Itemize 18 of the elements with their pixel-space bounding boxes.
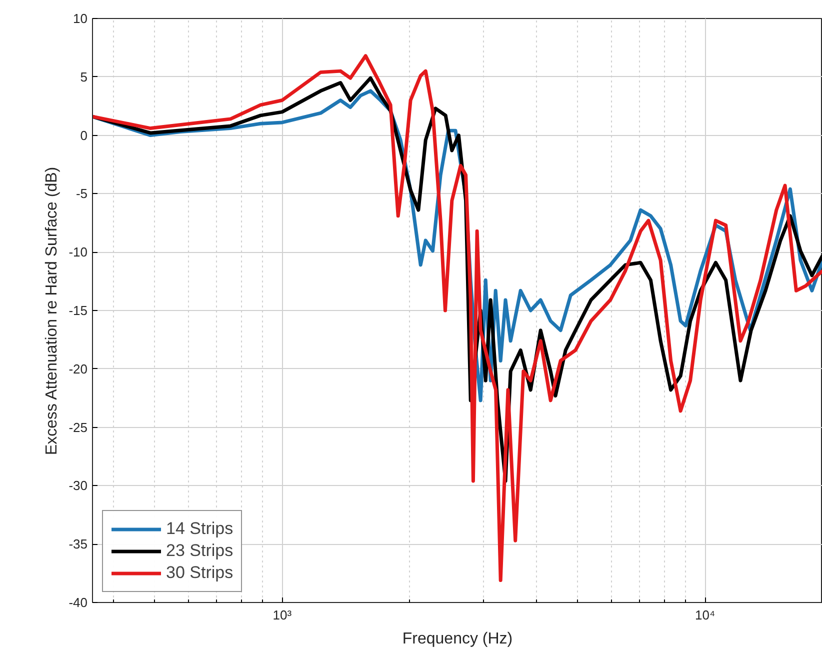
y-tick-label: 5 <box>80 69 88 84</box>
y-tick-label: 0 <box>80 128 88 143</box>
legend-label: 23 Strips <box>166 541 234 561</box>
y-axis-title: Excess Attenuation re Hard Surface (dB) <box>44 166 61 456</box>
y-tick-label: -30 <box>68 478 88 494</box>
y-tick-label: -25 <box>68 420 88 435</box>
y-tick-label: -10 <box>68 244 88 260</box>
legend-label: 30 Strips <box>166 563 234 583</box>
y-tick-label: -35 <box>68 536 88 552</box>
x-tick-label: 10³ <box>272 608 292 622</box>
x-axis-title: Frequency (Hz) <box>402 630 513 648</box>
legend-label: 14 Strips <box>166 519 234 539</box>
y-tick-label: -5 <box>76 186 88 202</box>
y-tick-label: -40 <box>68 595 88 610</box>
y-tick-label: 10 <box>73 11 88 26</box>
x-tick-label: 10⁴ <box>694 608 716 622</box>
y-tick-label: -20 <box>68 361 88 376</box>
y-tick-label: -15 <box>68 303 88 318</box>
